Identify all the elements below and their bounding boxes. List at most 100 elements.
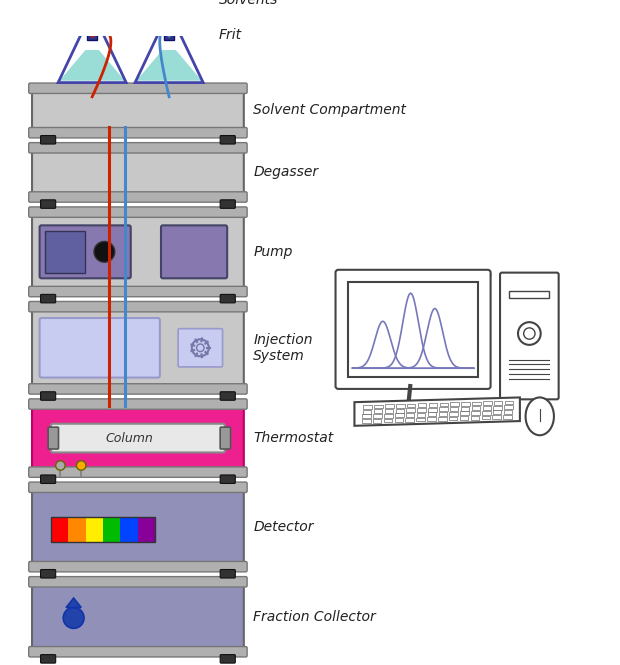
Polygon shape — [355, 398, 520, 426]
Bar — [440, 403, 448, 406]
Bar — [373, 419, 381, 423]
Bar — [363, 405, 372, 409]
FancyBboxPatch shape — [220, 295, 236, 303]
Bar — [449, 416, 458, 420]
Text: Detector: Detector — [254, 520, 314, 534]
Text: Injection
System: Injection System — [254, 332, 312, 363]
Polygon shape — [136, 50, 202, 80]
Ellipse shape — [526, 398, 554, 436]
FancyBboxPatch shape — [32, 586, 244, 648]
Bar — [417, 413, 425, 416]
Text: Data System: Data System — [373, 269, 493, 287]
Bar — [427, 417, 436, 421]
Circle shape — [76, 461, 86, 470]
Text: Pump: Pump — [254, 245, 293, 259]
Text: Degasser: Degasser — [254, 166, 319, 180]
Bar — [384, 409, 393, 413]
FancyBboxPatch shape — [48, 427, 58, 449]
Bar — [385, 404, 394, 408]
FancyBboxPatch shape — [29, 301, 247, 312]
Bar — [362, 419, 371, 423]
Bar — [406, 413, 415, 417]
FancyBboxPatch shape — [40, 200, 56, 208]
FancyBboxPatch shape — [29, 467, 247, 477]
Circle shape — [63, 608, 84, 628]
Bar — [417, 418, 425, 422]
FancyBboxPatch shape — [40, 392, 56, 400]
Bar — [482, 406, 491, 410]
Bar — [505, 401, 513, 404]
FancyBboxPatch shape — [32, 408, 244, 468]
Bar — [493, 410, 502, 414]
Bar — [394, 418, 403, 422]
FancyBboxPatch shape — [220, 136, 236, 144]
Bar — [503, 415, 512, 419]
Bar — [482, 411, 490, 414]
Polygon shape — [66, 598, 81, 608]
Bar — [460, 412, 469, 415]
Bar — [384, 418, 392, 422]
FancyBboxPatch shape — [51, 424, 225, 452]
Bar — [494, 401, 502, 405]
FancyBboxPatch shape — [32, 491, 244, 563]
Bar — [510, 291, 549, 298]
Bar — [396, 404, 404, 408]
FancyBboxPatch shape — [29, 83, 247, 94]
Text: Solvent Compartment: Solvent Compartment — [254, 104, 406, 118]
Bar — [438, 417, 446, 421]
FancyBboxPatch shape — [40, 654, 56, 663]
Text: Solvents: Solvents — [219, 0, 278, 7]
Circle shape — [56, 461, 65, 470]
Bar — [407, 404, 415, 408]
FancyBboxPatch shape — [40, 318, 160, 378]
Bar — [494, 406, 502, 410]
FancyBboxPatch shape — [40, 569, 56, 578]
Text: Fraction Collector: Fraction Collector — [254, 610, 376, 624]
Bar — [450, 402, 459, 406]
Bar — [405, 418, 414, 422]
FancyBboxPatch shape — [32, 216, 244, 288]
FancyBboxPatch shape — [220, 427, 231, 449]
Bar — [86, 517, 103, 542]
FancyBboxPatch shape — [29, 561, 247, 572]
Bar — [373, 414, 382, 418]
Bar — [460, 416, 468, 420]
FancyBboxPatch shape — [335, 270, 490, 389]
Polygon shape — [389, 405, 432, 412]
Bar — [472, 406, 480, 410]
FancyBboxPatch shape — [178, 329, 223, 367]
FancyBboxPatch shape — [29, 207, 247, 217]
FancyBboxPatch shape — [220, 654, 236, 663]
FancyBboxPatch shape — [220, 200, 236, 208]
Bar — [138, 517, 155, 542]
Bar — [504, 410, 512, 414]
Bar — [450, 412, 458, 416]
FancyBboxPatch shape — [29, 142, 247, 153]
Bar — [418, 404, 427, 407]
Bar — [363, 414, 371, 418]
Bar — [120, 517, 138, 542]
Bar — [396, 409, 404, 412]
Bar — [461, 407, 469, 410]
Circle shape — [518, 322, 541, 345]
Bar — [492, 415, 501, 419]
Bar — [482, 416, 490, 420]
FancyBboxPatch shape — [32, 92, 244, 129]
FancyBboxPatch shape — [40, 136, 56, 144]
FancyBboxPatch shape — [220, 475, 236, 483]
Bar — [103, 517, 120, 542]
FancyBboxPatch shape — [29, 192, 247, 202]
Bar — [461, 402, 470, 406]
Bar — [428, 403, 437, 407]
FancyBboxPatch shape — [40, 475, 56, 483]
FancyBboxPatch shape — [40, 295, 56, 303]
FancyBboxPatch shape — [29, 384, 247, 394]
Text: Thermostat: Thermostat — [254, 431, 334, 445]
Bar — [471, 411, 480, 415]
FancyBboxPatch shape — [29, 482, 247, 493]
FancyBboxPatch shape — [220, 392, 236, 400]
Bar — [407, 408, 415, 412]
Bar — [504, 406, 513, 409]
Bar — [374, 405, 383, 408]
FancyBboxPatch shape — [29, 287, 247, 297]
